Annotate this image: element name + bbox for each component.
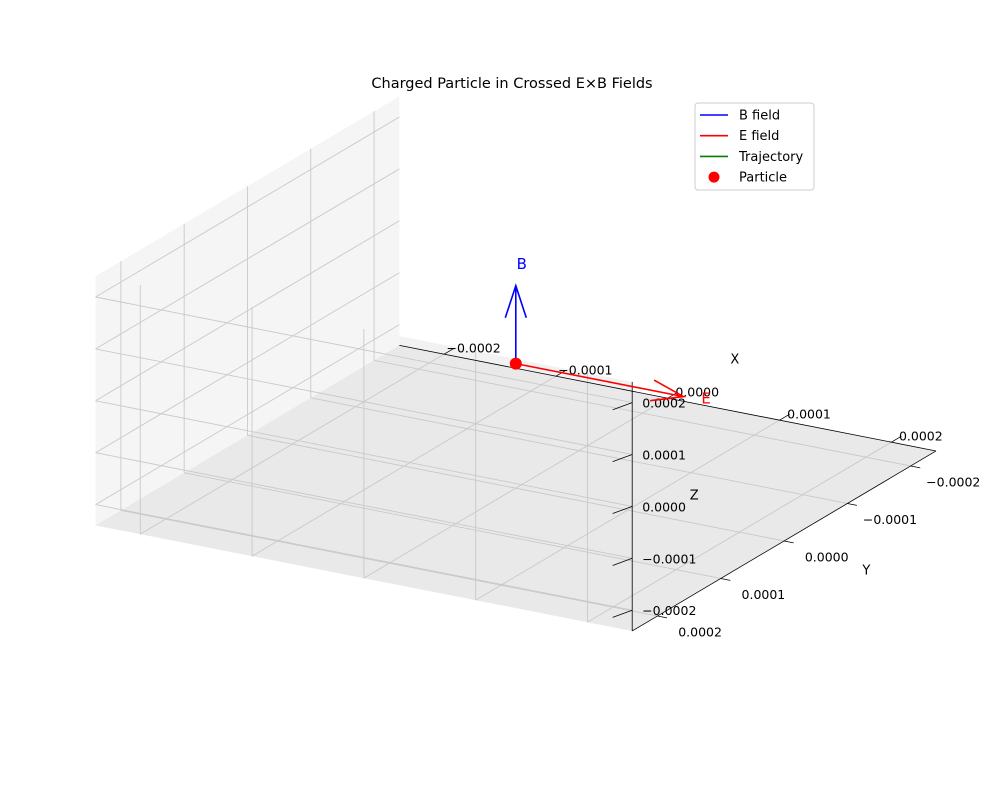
grid-line-left-z — [95, 168, 400, 350]
y-tick — [657, 615, 668, 619]
vector-E-shaft — [515, 362, 684, 398]
x-tick — [891, 435, 902, 443]
z-tick-label: 0.0002 — [642, 396, 686, 411]
y-tick-label: 0.0000 — [805, 550, 849, 565]
grid-line-left-z — [95, 116, 400, 298]
vector-E-head — [649, 379, 687, 402]
x-tick-label: 0.0000 — [675, 385, 719, 400]
grid-line-floor-y — [184, 472, 721, 579]
tick-labels: −0.0002 −0.0002 −0.0002 −0.0001 −0.0001 −0.00… — [447, 341, 981, 640]
legend-label-2: Trajectory — [738, 150, 803, 165]
x-tick-label: −0.0001 — [558, 363, 612, 378]
z-tick-label: 0.0001 — [642, 448, 686, 463]
y-tick-label: 0.0002 — [678, 625, 722, 640]
x-tick-label: 0.0002 — [899, 429, 943, 444]
grid-line-back-z — [95, 348, 633, 455]
z-tick — [612, 506, 633, 514]
z-tick-label: 0.0000 — [642, 499, 686, 514]
z-tick — [612, 402, 633, 411]
z-axis-label: Z — [690, 488, 699, 503]
chart-title: Charged Particle in Crossed E×B Fields — [371, 76, 652, 92]
x-tick — [443, 347, 455, 355]
vector-E-label: E — [701, 389, 710, 407]
y-tick — [784, 540, 794, 544]
x-tick — [779, 413, 790, 421]
grid-line-floor-x — [475, 419, 780, 601]
legend-label-0: B field — [739, 109, 780, 124]
grid-line-left-z — [95, 220, 400, 402]
grid-line-floor-y — [120, 509, 658, 617]
z-tick — [612, 557, 633, 566]
grid-line-floor-x — [587, 441, 892, 623]
legend-swatch-3 — [708, 171, 720, 183]
z-tick-label: −0.0001 — [642, 551, 696, 566]
x-tick-label: −0.0002 — [447, 341, 501, 356]
plot-marks: BE — [504, 255, 711, 407]
grid-lines — [95, 111, 911, 623]
legend-label-1: E field — [739, 129, 779, 144]
y-tick-label: −0.0001 — [863, 512, 917, 527]
z-tick-label: −0.0002 — [642, 603, 696, 618]
vector-B-label: B — [517, 255, 527, 273]
y-tick — [847, 503, 858, 506]
x-axis-label: X — [730, 352, 739, 367]
x-tick-label: 0.0001 — [787, 407, 831, 422]
particle-marker — [509, 357, 522, 370]
y-tick-label: −0.0002 — [926, 475, 980, 490]
z-tick — [612, 609, 633, 618]
vector-B-head — [504, 283, 528, 318]
grid-line-floor-y — [247, 434, 785, 542]
legend-label-3: Particle — [739, 171, 787, 186]
y-tick — [910, 465, 921, 469]
y-axis-label: Y — [861, 563, 870, 578]
y-tick-label: 0.0001 — [742, 587, 786, 602]
grid-line-back-z — [95, 400, 633, 507]
z-tick — [612, 454, 633, 463]
legend: B field E field Trajectory Particle — [694, 102, 815, 191]
legend-frame — [694, 102, 815, 191]
grid-line-back-z — [95, 296, 633, 404]
y-tick — [720, 578, 731, 581]
